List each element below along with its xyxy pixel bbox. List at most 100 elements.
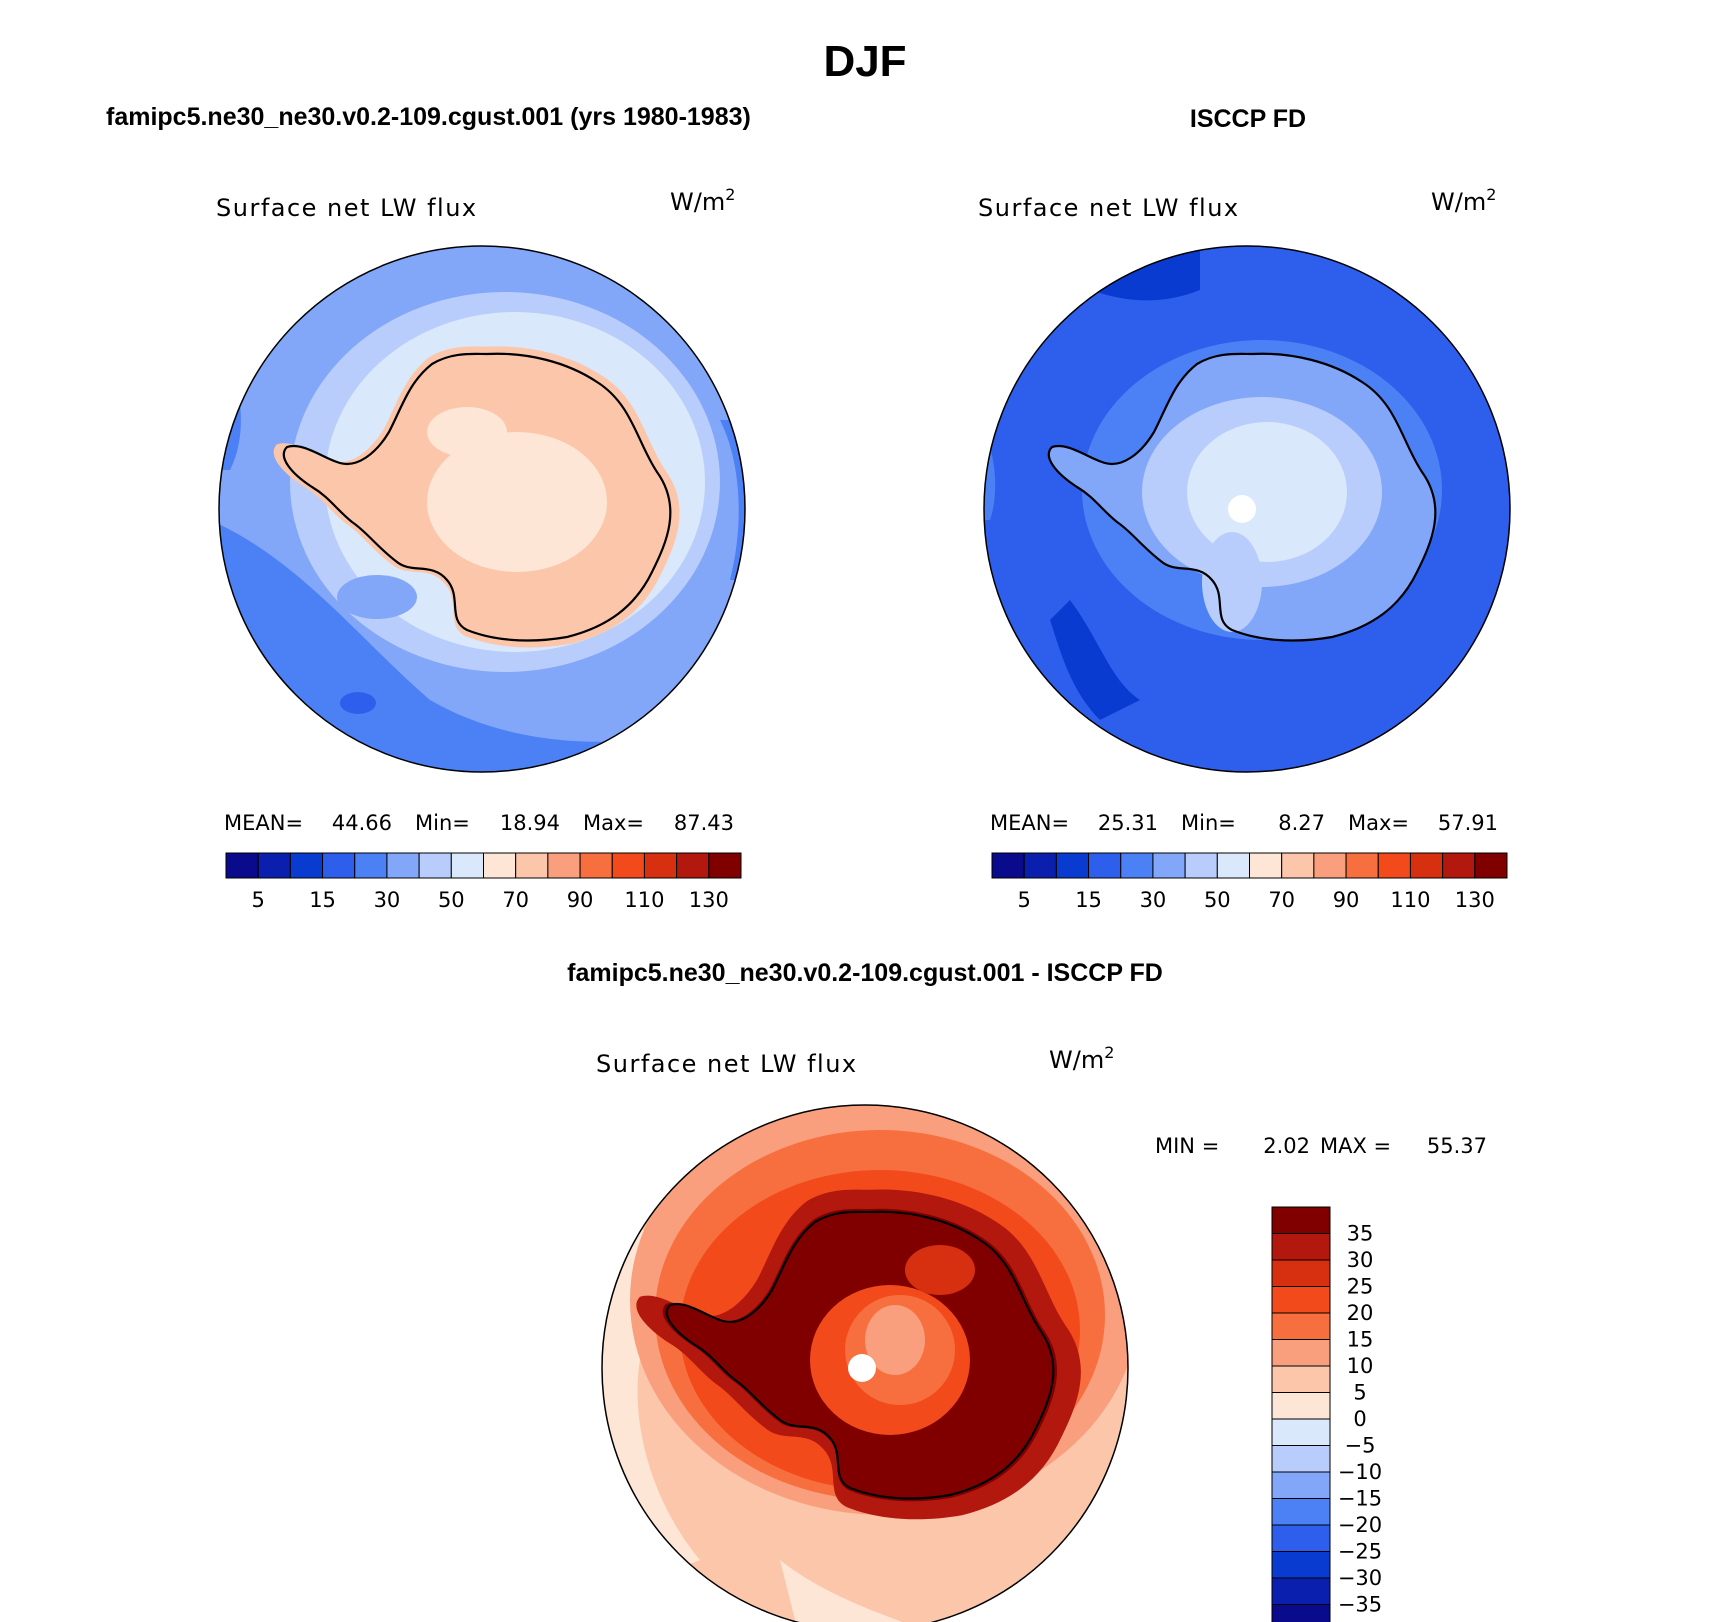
diff-colorbar-tick-label: 20 [1347,1301,1374,1325]
model-colorbar-swatch [547,852,581,879]
obs-mean-value: 25.31 [1098,811,1158,835]
diff-colorbar-tick-label: −10 [1338,1460,1382,1484]
model-min-label: Min= [415,811,470,835]
diff-colorbar-swatch [1271,1339,1331,1367]
diff-colorbar-swatch [1271,1604,1331,1622]
model-min-value: 18.94 [500,811,560,835]
model-colorbar-tick-label: 15 [309,888,336,912]
obs-colorbar-swatch [1377,852,1411,879]
diff-colorbar-tick-label: −35 [1338,1593,1382,1617]
model-colorbar-tick-label: 90 [567,888,594,912]
model-colorbar-swatch [643,852,678,879]
obs-colorbar-swatch [1055,852,1090,879]
model-colorbar-swatch [257,852,291,879]
diff-min-value: 2.02 [1263,1134,1310,1158]
obs-colorbar-swatch [1345,852,1379,879]
obs-colorbar-swatch [1023,852,1057,879]
diff-map [602,1105,1128,1622]
diff-stats: MIN = 2.02 MAX = 55.37 [1155,1134,1487,1158]
obs-max-value: 57.91 [1438,811,1498,835]
model-colorbar: 5 15 30 50 70 90 110 130 [225,852,742,912]
diff-colorbar-tick-label: 25 [1347,1275,1374,1299]
diff-colorbar-tick-label: −5 [1345,1434,1376,1458]
model-colorbar-swatch [289,852,324,879]
obs-pole-hole [1228,495,1256,523]
diff-colorbar-swatch [1271,1233,1331,1261]
model-units-label: W/m2 [670,185,735,216]
model-colorbar-tick-label: 50 [438,888,465,912]
obs-colorbar-tick-label: 30 [1140,888,1167,912]
diff-colorbar-tick-label: −15 [1338,1487,1382,1511]
model-colorbar-swatch [708,852,742,879]
obs-min-label: Min= [1181,811,1236,835]
model-map [219,246,745,772]
diff-colorbar-tick-label: −25 [1338,1540,1382,1564]
obs-mean-label: MEAN= [990,811,1069,835]
obs-colorbar-swatch [1442,852,1476,879]
diff-pole-hole [848,1354,876,1382]
obs-colorbar-tick-label: 50 [1204,888,1231,912]
obs-colorbar-tick-label: 130 [1455,888,1495,912]
model-mean-label: MEAN= [224,811,303,835]
obs-min-value: 8.27 [1278,811,1325,835]
diff-colorbar-swatch [1271,1551,1331,1579]
diff-colorbar-swatch [1271,1418,1331,1446]
diff-panel: famipc5.ne30_ne30.v0.2-109.cgust.001 - I… [567,959,1487,1622]
obs-panel-title: ISCCP FD [1190,105,1306,133]
diff-colorbar-tick-label: −30 [1338,1566,1382,1590]
obs-colorbar-swatch [1088,852,1122,879]
obs-colorbar-swatch [1184,852,1218,879]
model-colorbar-swatch [450,852,484,879]
diff-max-label: MAX = [1320,1134,1391,1158]
model-colorbar-tick-label: 130 [689,888,729,912]
obs-colorbar-tick-label: 110 [1390,888,1430,912]
obs-colorbar-tick-label: 15 [1075,888,1102,912]
diff-min-label: MIN = [1155,1134,1219,1158]
diff-colorbar-swatch [1271,1445,1331,1473]
diff-colorbar-tick-label: 0 [1353,1407,1366,1431]
obs-colorbar-tick-label: 5 [1018,888,1031,912]
model-colorbar-swatch [386,852,420,879]
obs-colorbar-swatch [1120,852,1154,879]
model-mean-value: 44.66 [332,811,392,835]
diff-colorbar-tick-label: 15 [1347,1328,1374,1352]
model-max-value: 87.43 [674,811,734,835]
model-colorbar-swatch [483,852,517,879]
diff-colorbar-tick-label: 5 [1353,1381,1366,1405]
model-colorbar-swatch [579,852,613,879]
diff-colorbar-swatch [1271,1312,1331,1340]
model-colorbar-swatch [354,852,388,879]
model-colorbar-tick-label: 5 [252,888,265,912]
diff-colorbar-tick-label: 10 [1347,1354,1374,1378]
model-colorbar-tick-label: 110 [624,888,664,912]
model-colorbar-tick-label: 70 [502,888,529,912]
diff-colorbar-swatch [1271,1206,1331,1234]
diff-colorbar-tick-label: −20 [1338,1513,1382,1537]
diff-panel-title: famipc5.ne30_ne30.v0.2-109.cgust.001 - I… [567,959,1163,987]
model-colorbar-swatch [225,852,259,879]
diff-colorbar-swatch [1271,1524,1331,1552]
obs-units-label: W/m2 [1431,185,1496,216]
model-colorbar-tick-label: 30 [374,888,401,912]
model-panel: Surface net LW flux W/m2 MEAN= 44.66 M [216,185,746,912]
diff-colorbar-swatch [1271,1365,1331,1393]
model-colorbar-swatch [418,852,452,879]
model-max-label: Max= [583,811,644,835]
diff-colorbar-tick-label: 35 [1347,1222,1374,1246]
diff-colorbar-swatch [1271,1471,1331,1499]
diff-colorbar-swatch [1271,1498,1331,1526]
obs-colorbar-swatch [1313,852,1347,879]
obs-max-label: Max= [1348,811,1409,835]
diff-variable-label: Surface net LW flux [596,1050,858,1078]
obs-colorbar-tick-label: 70 [1268,888,1295,912]
diff-colorbar-swatch [1271,1577,1331,1605]
model-colorbar-swatch [515,852,549,879]
diff-colorbar-swatch [1271,1259,1331,1287]
model-colorbar-swatch [611,852,645,879]
obs-panel: Surface net LW flux W/m2 MEAN= 25.31 Min… [978,185,1511,912]
obs-colorbar-swatch [1474,852,1508,879]
diff-units-label: W/m2 [1049,1043,1114,1074]
obs-colorbar-swatch [1249,852,1283,879]
obs-stats: MEAN= 25.31 Min= 8.27 Max= 57.91 [990,811,1498,835]
